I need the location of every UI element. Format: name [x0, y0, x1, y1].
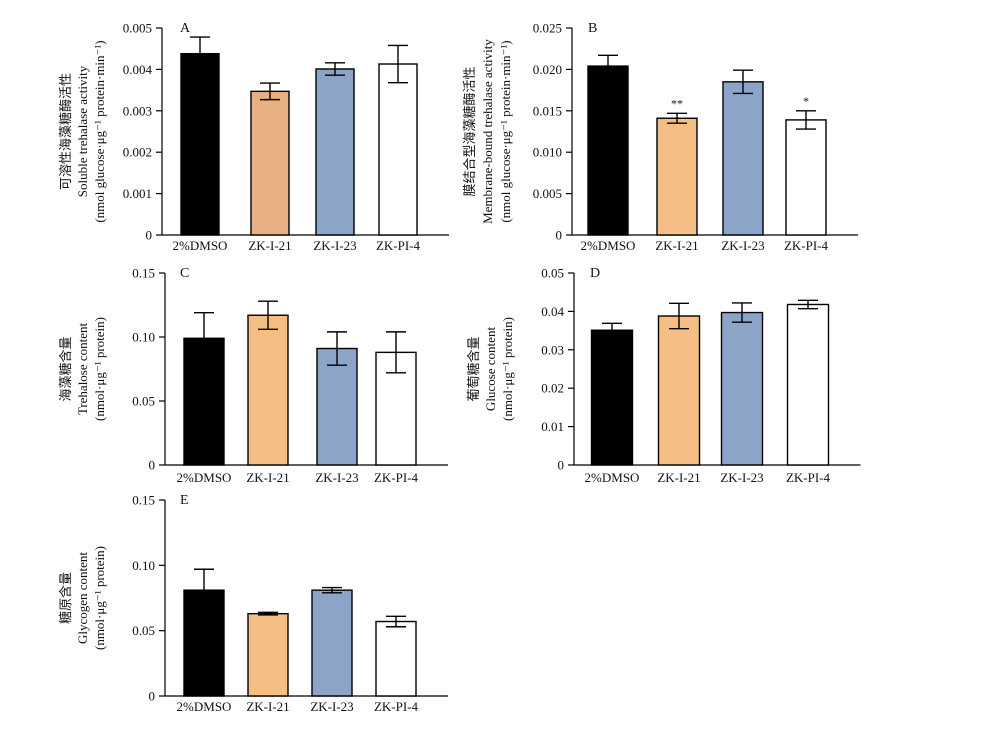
- bar-zk-i-23: [311, 589, 353, 697]
- significance-mark: *: [803, 94, 809, 108]
- y-axis-label: 海藻糖含量: [58, 336, 73, 401]
- y-tick-label: 0.10: [132, 330, 155, 345]
- category-label: ZK-PI-4: [784, 238, 829, 253]
- bar-zk-i-21: [250, 90, 290, 236]
- category-label: ZK-I-23: [315, 470, 358, 485]
- bar-zk-pi-4: [378, 63, 418, 236]
- y-tick-label: 0.05: [132, 394, 155, 409]
- bar-2-dmso: [587, 65, 629, 236]
- y-tick-label: 0: [558, 458, 565, 473]
- panel-letter: E: [180, 493, 189, 508]
- category-label: ZK-I-23: [310, 699, 353, 714]
- bar-zk-i-21: [247, 612, 289, 697]
- y-axis-label: 膜结合型海藻糖酶活性: [462, 66, 477, 196]
- y-tick-label: 0.003: [123, 103, 152, 118]
- y-axis-label: (nmol·μg⁻¹ protein): [500, 317, 515, 421]
- category-label: ZK-I-21: [657, 470, 700, 485]
- y-tick-label: 0.01: [541, 419, 564, 434]
- bar-zk-i-23: [722, 81, 764, 236]
- chart-panel-e: 0 0.05 0.10 0.15 2%DMSO ZK-I-21 ZK-I-23 ZK-PI-4…: [58, 493, 448, 714]
- y-axis-label: (nmol glucose·μg⁻¹ protein·min⁻¹): [498, 40, 513, 222]
- y-tick-label: 0.15: [132, 266, 155, 281]
- y-tick-label: 0.05: [541, 266, 564, 281]
- y-tick-label: 0.15: [132, 493, 155, 508]
- y-tick-label: 0.004: [123, 62, 153, 77]
- bar-zk-i-21: [657, 315, 701, 466]
- category-label: ZK-PI-4: [376, 238, 421, 253]
- category-label: ZK-PI-4: [786, 470, 831, 485]
- y-tick-label: 0: [556, 228, 563, 243]
- y-axis-label: Membrane-bound trehalase activity: [480, 39, 495, 224]
- y-tick-label: 0: [149, 689, 156, 704]
- category-label: ZK-I-21: [248, 238, 291, 253]
- bar-zk-i-21: [247, 314, 289, 466]
- bar-zk-i-23: [315, 68, 355, 236]
- category-label: ZK-I-23: [720, 470, 763, 485]
- y-tick-label: 0.05: [132, 623, 155, 638]
- chart-panel-b: 0 0.005 0.010 0.015 0.020 0.025 2%DMSO ZK-I-21 *…: [462, 21, 858, 253]
- category-label: 2%DMSO: [177, 470, 232, 485]
- y-axis-label: 葡萄糖含量: [466, 336, 481, 401]
- y-axis-label: (nmol·μg⁻¹ protein): [92, 317, 107, 421]
- category-label: ZK-PI-4: [374, 470, 419, 485]
- category-label: ZK-I-21: [655, 238, 698, 253]
- y-axis-label: Trehalose content: [75, 322, 90, 415]
- y-tick-label: 0: [146, 228, 153, 243]
- y-axis-label: (nmol·μg⁻¹ protein): [92, 546, 107, 650]
- category-label: 2%DMSO: [177, 699, 232, 714]
- y-axis-label: 糖原含量: [58, 572, 73, 624]
- y-axis-label: (nmol glucose·μg⁻¹ protein·min⁻¹): [92, 40, 107, 222]
- y-tick-label: 0.010: [533, 145, 562, 160]
- panel-letter: D: [590, 266, 600, 281]
- bar-zk-i-23: [720, 311, 764, 466]
- y-tick-label: 0.02: [541, 381, 564, 396]
- panel-letter: B: [588, 21, 597, 36]
- bar-2-dmso: [180, 52, 220, 236]
- category-label: 2%DMSO: [173, 238, 228, 253]
- category-label: ZK-I-23: [313, 238, 356, 253]
- y-axis-label: 可溶性海藻糖酶活性: [58, 73, 73, 190]
- category-label: 2%DMSO: [581, 238, 636, 253]
- category-label: ZK-I-21: [246, 470, 289, 485]
- bar-zk-pi-4: [375, 620, 417, 697]
- y-axis-label: Soluble trehalase activity: [75, 65, 90, 197]
- y-tick-label: 0: [149, 458, 156, 473]
- y-tick-label: 0.005: [533, 186, 562, 201]
- bar-zk-pi-4: [786, 303, 830, 466]
- bar-zk-pi-4: [785, 119, 827, 236]
- chart-panel-d: 0 0.01 0.02 0.03 0.04 0.05 2%DMSO ZK-I-21 ZK-I-2…: [466, 266, 861, 485]
- y-tick-label: 0.03: [541, 342, 564, 357]
- bar-2-dmso: [590, 329, 634, 466]
- bar-zk-i-23: [316, 347, 358, 466]
- y-tick-label: 0.10: [132, 558, 155, 573]
- panel-letter: A: [180, 21, 191, 36]
- y-axis-label: Glycogen content: [75, 552, 90, 644]
- y-tick-label: 0.001: [123, 186, 152, 201]
- category-label: ZK-I-23: [721, 238, 764, 253]
- significance-mark: **: [671, 96, 683, 110]
- chart-panel-c: 0 0.05 0.10 0.15 2%DMSO ZK-I-21 ZK-I-23 ZK-PI-4…: [58, 266, 448, 485]
- y-tick-label: 0.025: [533, 21, 562, 36]
- category-label: ZK-I-21: [246, 699, 289, 714]
- y-tick-label: 0.005: [123, 21, 152, 36]
- chart-panel-a: 0 0.001 0.002 0.003 0.004 0.005 2%DMSO ZK-I-21 Z…: [58, 21, 449, 253]
- panel-letter: C: [180, 266, 189, 281]
- bar-zk-i-21: [656, 117, 698, 236]
- y-axis-label: Glucose content: [483, 327, 498, 412]
- category-label: ZK-PI-4: [374, 699, 419, 714]
- y-tick-label: 0.04: [541, 304, 564, 319]
- category-label: 2%DMSO: [585, 470, 640, 485]
- bar-2-dmso: [183, 589, 225, 697]
- y-tick-label: 0.020: [533, 62, 562, 77]
- y-tick-label: 0.002: [123, 145, 152, 160]
- y-tick-label: 0.015: [533, 103, 562, 118]
